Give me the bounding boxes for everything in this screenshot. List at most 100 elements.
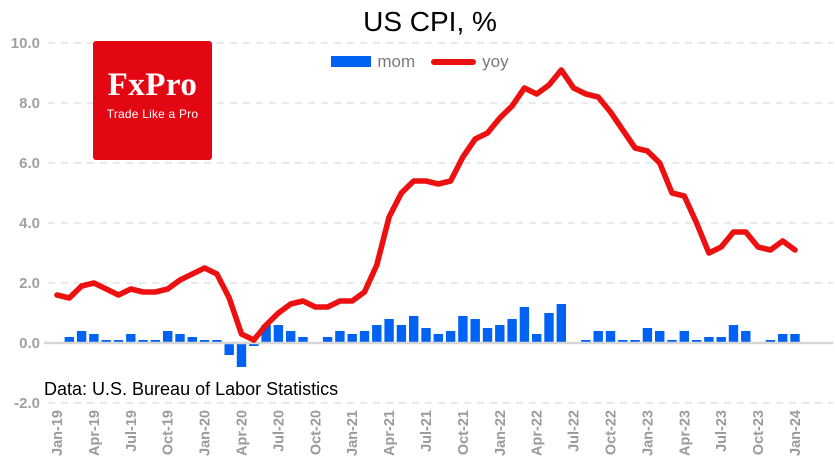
mom-bar	[76, 331, 87, 343]
legend-mom-label: mom	[377, 52, 416, 71]
mom-bar	[532, 334, 542, 343]
legend-yoy-swatch	[431, 58, 477, 65]
x-tick-label: Jul-22	[567, 410, 583, 452]
mom-bar	[778, 334, 788, 343]
mom-bar	[704, 337, 714, 343]
mom-bar	[642, 328, 653, 343]
mom-bar	[507, 319, 517, 343]
fxpro-logo-tagline: Trade Like a Pro	[106, 107, 199, 121]
mom-bar	[458, 316, 468, 343]
x-tick-label: Oct-19	[161, 410, 177, 455]
mom-bar	[372, 325, 382, 343]
source-note: Data: U.S. Bureau of Labor Statistics	[44, 379, 339, 399]
fxpro-logo-name: FxPro	[107, 67, 198, 103]
mom-bar	[655, 331, 665, 343]
mom-bar	[224, 343, 234, 355]
legend: mom yoy	[0, 53, 835, 70]
mom-bar	[335, 331, 345, 343]
x-tick-label: Jul-19	[124, 410, 140, 452]
mom-bar	[790, 334, 800, 343]
mom-bar	[765, 340, 776, 343]
x-tick-label: Jan-21	[345, 410, 361, 456]
mom-bar	[630, 340, 640, 343]
x-tick-label: Jan-19	[50, 410, 66, 456]
x-tick-label: Apr-23	[677, 410, 693, 456]
y-tick-label: 4.0	[19, 215, 40, 232]
mom-bar	[691, 340, 702, 343]
mom-bar	[64, 337, 74, 343]
mom-bar	[101, 340, 111, 343]
chart-title: US CPI, %	[363, 6, 497, 37]
x-axis-labels: Jan-19 Apr-19 Jul-19 Oct-19 Jan-20 Apr-20 Jul-…	[50, 410, 804, 456]
x-tick-label: Apr-21	[382, 410, 398, 456]
x-tick-label: Oct-22	[604, 410, 620, 455]
mom-bar	[273, 325, 284, 343]
mom-bars	[64, 304, 800, 367]
mom-bar	[89, 334, 99, 343]
x-tick-label: Jan-22	[493, 410, 509, 456]
mom-bar	[581, 340, 591, 343]
legend-yoy-label: yoy	[482, 52, 509, 71]
mom-bar	[261, 325, 271, 343]
mom-bar	[728, 325, 739, 343]
y-tick-label: 0.0	[19, 335, 40, 352]
mom-bar	[667, 340, 677, 343]
mom-bar	[286, 331, 296, 343]
mom-bar	[470, 319, 480, 343]
mom-bar	[249, 343, 259, 346]
mom-bar	[433, 334, 443, 343]
x-tick-label: Jan-20	[198, 410, 214, 456]
mom-bar	[359, 331, 370, 343]
x-tick-label: Jul-21	[419, 410, 435, 452]
mom-bar	[138, 340, 148, 343]
y-tick-label: 10.0	[11, 35, 40, 52]
mom-bar	[384, 319, 394, 343]
mom-bar	[175, 334, 185, 343]
mom-bar	[298, 337, 308, 343]
mom-bar	[150, 340, 161, 343]
y-tick-label: 6.0	[19, 155, 40, 172]
mom-bar	[618, 340, 628, 343]
mom-bar	[556, 304, 566, 343]
mom-bar	[113, 340, 124, 343]
fxpro-logo: FxPro Trade Like a Pro	[93, 41, 212, 160]
mom-bar	[396, 325, 407, 343]
y-tick-label: 8.0	[19, 95, 40, 112]
mom-bar	[593, 331, 603, 343]
x-tick-label: Apr-20	[235, 410, 251, 456]
mom-bar	[187, 337, 197, 343]
x-tick-label: Oct-21	[456, 410, 472, 455]
mom-bar	[322, 337, 333, 343]
mom-bar	[212, 340, 222, 343]
y-tick-label: -2.0	[14, 395, 40, 412]
x-tick-label: Jan-23	[640, 410, 656, 456]
x-tick-label: Apr-19	[87, 410, 103, 456]
mom-bar	[482, 328, 493, 343]
y-tick-label: 2.0	[19, 275, 40, 292]
y-axis-labels: 10.0 8.0 6.0 4.0 2.0 0.0 -2.0	[11, 35, 40, 412]
x-tick-label: Jul-23	[714, 410, 730, 452]
mom-bar	[605, 331, 616, 343]
legend-mom-swatch	[331, 56, 372, 67]
yoy-line	[54, 67, 798, 343]
mom-bar	[163, 331, 173, 343]
mom-bar	[126, 334, 136, 343]
mom-bar	[199, 340, 210, 343]
x-tick-label: Apr-22	[530, 410, 546, 456]
x-tick-label: Jan-24	[788, 410, 804, 456]
mom-bar	[445, 331, 456, 343]
x-tick-label: Jul-20	[271, 410, 287, 452]
mom-bar	[716, 337, 726, 343]
mom-bar	[544, 313, 554, 343]
mom-bar	[347, 334, 357, 343]
x-tick-label: Oct-23	[751, 410, 767, 455]
mom-bar	[495, 325, 505, 343]
mom-bar	[741, 331, 751, 343]
mom-bar	[519, 307, 530, 343]
mom-bar	[421, 328, 431, 343]
mom-bar	[236, 343, 247, 367]
x-tick-label: Oct-20	[308, 410, 324, 455]
mom-bar	[409, 316, 419, 343]
mom-bar	[679, 331, 689, 343]
